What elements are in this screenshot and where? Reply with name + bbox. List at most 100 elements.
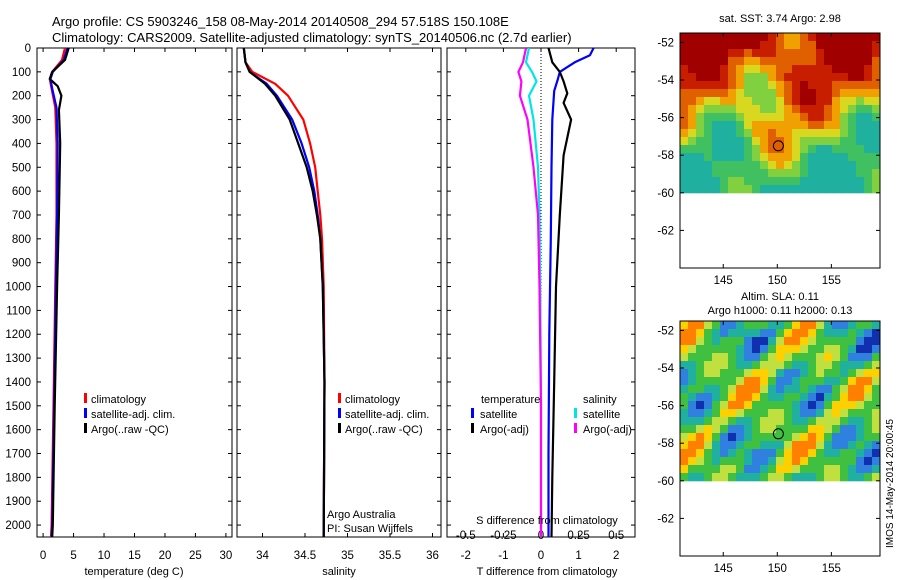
heatmap-cell xyxy=(688,473,697,482)
heatmap-cell xyxy=(832,65,841,74)
heatmap-cell xyxy=(832,329,841,338)
heatmap-cell xyxy=(856,441,865,450)
heatmap-cell xyxy=(736,345,745,354)
heatmap-cell xyxy=(816,81,825,90)
heatmap-cell xyxy=(856,89,865,98)
heatmap-cell xyxy=(688,169,697,178)
y-tick-label: -60 xyxy=(657,476,674,488)
heatmap-cell xyxy=(688,321,697,330)
heatmap-cell xyxy=(848,377,857,386)
heatmap-cell xyxy=(720,353,729,362)
heatmap-cell xyxy=(816,49,825,58)
heatmap-cell xyxy=(872,353,880,362)
heatmap-cell xyxy=(840,449,849,458)
heatmap-cell xyxy=(792,329,801,338)
heatmap-cell xyxy=(856,129,865,138)
legend-label-climatology: climatology xyxy=(91,394,147,406)
heatmap-cell xyxy=(760,457,769,466)
heatmap-cell xyxy=(832,425,841,434)
heatmap-cell xyxy=(704,409,713,418)
heatmap-cell xyxy=(760,65,769,74)
heatmap-cell xyxy=(752,129,761,138)
heatmap-cell xyxy=(800,385,809,394)
heatmap-cell xyxy=(744,401,753,410)
y-tick-label: 300 xyxy=(12,115,31,127)
heatmap-cell xyxy=(864,393,873,402)
heatmap-cell xyxy=(688,449,697,458)
heatmap-cell xyxy=(784,113,793,122)
heatmap-cell xyxy=(832,409,841,418)
legend-swatch-climatology xyxy=(338,393,341,403)
heatmap-cell xyxy=(872,329,880,338)
heatmap-cell xyxy=(808,321,817,330)
heatmap-cell xyxy=(824,449,833,458)
heatmap-cell xyxy=(736,129,745,138)
heatmap-cell xyxy=(816,57,825,66)
heatmap-cell xyxy=(792,89,801,98)
heatmap-cell xyxy=(800,185,809,194)
heatmap-cell xyxy=(784,105,793,114)
heatmap-cell xyxy=(744,465,753,474)
heatmap-cell xyxy=(768,473,777,482)
heatmap-cell xyxy=(712,393,721,402)
heatmap-cell xyxy=(864,81,873,90)
heatmap-cell xyxy=(752,169,761,178)
heatmap-cell xyxy=(712,337,721,346)
heatmap-cell xyxy=(864,113,873,122)
heatmap-cell xyxy=(720,105,729,114)
heatmap-cell xyxy=(848,361,857,370)
heatmap-cell xyxy=(808,137,817,146)
heatmap-cell xyxy=(768,153,777,162)
heatmap-cell xyxy=(744,337,753,346)
heatmap-cell xyxy=(760,81,769,90)
heatmap-cell xyxy=(824,137,833,146)
heatmap-cell xyxy=(848,409,857,418)
heatmap-cell xyxy=(872,73,880,82)
heatmap-cell xyxy=(784,57,793,66)
heatmap-cell xyxy=(864,409,873,418)
heatmap-cell xyxy=(776,433,785,442)
heatmap-cell xyxy=(704,177,713,186)
heatmap-cell xyxy=(752,425,761,434)
heatmap-cell xyxy=(712,457,721,466)
heatmap-cell xyxy=(680,89,689,98)
heatmap-cell xyxy=(824,321,833,330)
heatmap-cell xyxy=(712,473,721,482)
heatmap-cell xyxy=(728,345,737,354)
heatmap-cell xyxy=(728,361,737,370)
sla-map-image xyxy=(680,321,880,482)
heatmap-cell xyxy=(824,169,833,178)
y-tick-label: -52 xyxy=(657,325,674,337)
heatmap-cell xyxy=(832,377,841,386)
heatmap-cell xyxy=(824,73,833,82)
heatmap-cell xyxy=(872,97,880,106)
heatmap-cell xyxy=(768,401,777,410)
heatmap-cell xyxy=(832,353,841,362)
heatmap-cell xyxy=(784,137,793,146)
heatmap-cell xyxy=(784,329,793,338)
heatmap-cell xyxy=(848,65,857,74)
heatmap-cell xyxy=(816,425,825,434)
heatmap-cell xyxy=(840,33,849,42)
heatmap-cell xyxy=(832,417,841,426)
legend-label-satellite: satellite-adj. clim. xyxy=(345,409,429,421)
heatmap-cell xyxy=(712,433,721,442)
legend-label-s-satellite: satellite xyxy=(583,409,620,421)
heatmap-cell xyxy=(680,337,689,346)
heatmap-cell xyxy=(848,153,857,162)
heatmap-cell xyxy=(760,465,769,474)
heatmap-cell xyxy=(720,321,729,330)
heatmap-cell xyxy=(736,433,745,442)
heatmap-cell xyxy=(736,417,745,426)
heatmap-cell xyxy=(760,329,769,338)
heatmap-cell xyxy=(832,169,841,178)
x-tick-label: 5 xyxy=(70,550,76,562)
sst-map-title: sat. SST: 3.74 Argo: 2.98 xyxy=(719,13,841,25)
heatmap-cell xyxy=(696,353,705,362)
heatmap-cell xyxy=(824,377,833,386)
heatmap-cell xyxy=(704,393,713,402)
heatmap-cell xyxy=(800,177,809,186)
heatmap-cell xyxy=(728,81,737,90)
heatmap-cell xyxy=(776,65,785,74)
heatmap-cell xyxy=(720,41,729,50)
